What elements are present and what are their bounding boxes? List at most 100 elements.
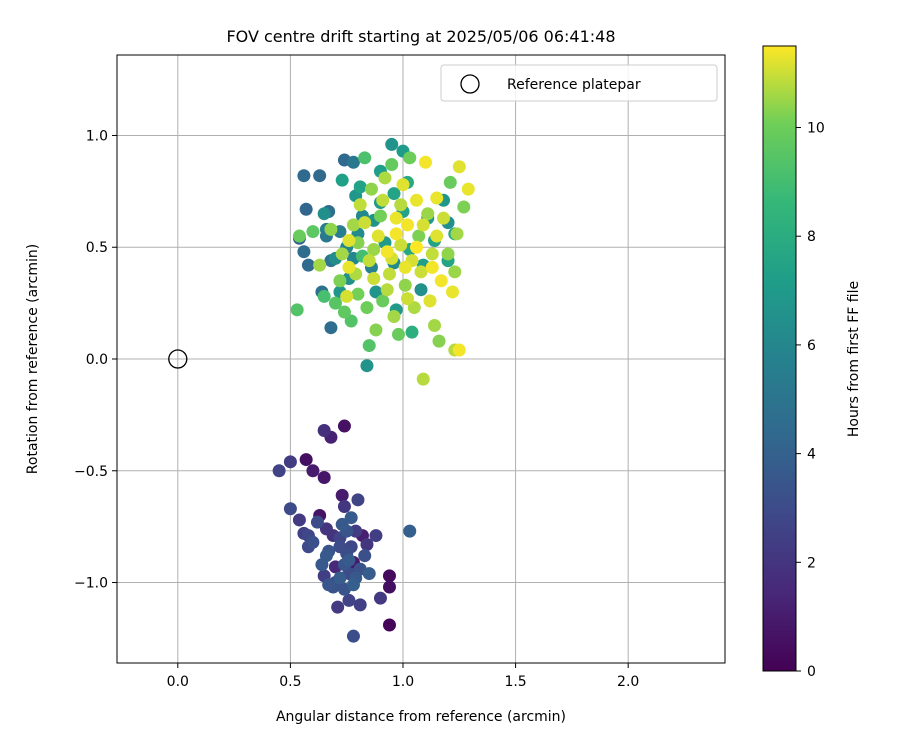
scatter-point	[358, 216, 372, 230]
scatter-point	[283, 502, 297, 516]
scatter-point	[283, 455, 297, 469]
reference-platepar-marker	[168, 349, 188, 369]
colorbar: 0 2 4 6 8 10 Hours from first FF file	[762, 45, 862, 680]
scatter-point	[394, 198, 408, 212]
scatter-point	[385, 137, 399, 151]
scatter-point	[452, 343, 466, 357]
scatter-point	[432, 334, 446, 348]
scatter-point	[344, 511, 358, 525]
scatter-point	[353, 198, 367, 212]
scatter-point	[416, 218, 430, 232]
scatter-point	[342, 260, 356, 274]
scatter-point	[360, 359, 374, 373]
scatter-point	[450, 227, 464, 241]
scatter-point	[292, 229, 306, 243]
scatter-point	[337, 305, 351, 319]
scatter-point	[317, 470, 331, 484]
y-tick-label: −1.0	[74, 576, 108, 592]
scatter-point	[340, 289, 354, 303]
scatter-point	[297, 169, 311, 183]
scatter-point	[317, 289, 331, 303]
scatter-point	[358, 151, 372, 165]
scatter-point	[443, 175, 457, 189]
scatter-point	[389, 211, 403, 225]
colorbar-tick-label: 0	[807, 664, 816, 680]
scatter-point	[425, 247, 439, 261]
colorbar-tick-label: 2	[807, 555, 816, 571]
x-tick-label: 1.5	[504, 674, 526, 690]
scatter-point	[396, 178, 410, 192]
scatter-point	[299, 202, 313, 216]
legend-entry-label: Reference platepar	[507, 77, 641, 93]
scatter-point	[297, 245, 311, 259]
scatter-point	[335, 173, 349, 187]
scatter-point	[416, 372, 430, 386]
x-tick-label: 0.0	[167, 674, 189, 690]
scatter-point	[360, 301, 374, 315]
x-tick-label: 0.5	[279, 674, 301, 690]
scatter-point	[461, 182, 475, 196]
scatter-point	[342, 234, 356, 248]
scatter-point	[400, 218, 414, 232]
scatter-point	[337, 500, 351, 514]
scatter-point	[448, 265, 462, 279]
scatter-point	[403, 524, 417, 538]
scatter-point	[353, 180, 367, 194]
scatter-point	[346, 629, 360, 643]
scatter-point	[376, 193, 390, 207]
x-tick-label: 2.0	[617, 674, 639, 690]
scatter-point	[301, 258, 315, 272]
scatter-point	[380, 283, 394, 297]
colorbar-tick-label: 4	[807, 447, 816, 463]
scatter-point	[317, 207, 331, 221]
scatter-point	[306, 535, 320, 549]
scatter-point	[317, 424, 331, 438]
scatter-point	[299, 453, 313, 467]
scatter-point	[457, 200, 471, 214]
y-tick-label: −0.5	[74, 464, 108, 480]
colorbar-label: Hours from first FF file	[846, 281, 862, 437]
x-axis-label: Angular distance from reference (arcmin)	[276, 709, 566, 725]
scatter-point	[373, 209, 387, 223]
y-tick-label: 0.0	[86, 352, 108, 368]
scatter-point	[369, 285, 383, 299]
scatter-point	[342, 593, 356, 607]
scatter-point	[313, 258, 327, 272]
scatter-point	[380, 245, 394, 259]
legend-box	[440, 64, 718, 102]
scatter-point	[360, 538, 374, 552]
chart-title: FOV centre drift starting at 2025/05/06 …	[226, 27, 615, 46]
scatter-point	[337, 419, 351, 433]
y-axis-ticks: −1.0 −0.5 0.0 0.5 1.0	[74, 128, 117, 592]
scatter-point	[367, 242, 381, 256]
scatter-point	[414, 265, 428, 279]
scatter-point	[362, 567, 376, 581]
scatter-point	[382, 618, 396, 632]
scatter-point	[371, 229, 385, 243]
scatter-point	[441, 247, 455, 261]
scatter-point	[369, 529, 383, 543]
scatter-point	[369, 323, 383, 337]
x-axis-ticks: 0.0 0.5 1.0 1.5 2.0	[167, 663, 639, 690]
scatter-point	[344, 314, 358, 328]
scatter-point	[400, 292, 414, 306]
scatter-point	[382, 267, 396, 281]
colorbar-tick-label: 8	[807, 229, 816, 245]
scatter-point	[306, 225, 320, 239]
scatter-point	[346, 218, 360, 232]
scatter-point	[394, 238, 408, 252]
scatter-point	[319, 549, 333, 563]
scatter-point	[351, 493, 365, 507]
scatter-point	[353, 598, 367, 612]
scatter-point	[373, 591, 387, 605]
scatter-point	[324, 222, 338, 236]
scatter-point	[378, 171, 392, 185]
scatter-point	[376, 294, 390, 308]
scatter-point	[335, 517, 349, 531]
colorbar-ticks: 0 2 4 6 8 10	[796, 121, 825, 680]
colorbar-tick-label: 6	[807, 338, 816, 354]
scatter-point	[403, 151, 417, 165]
scatter-point	[434, 274, 448, 288]
scatter-point	[313, 169, 327, 183]
